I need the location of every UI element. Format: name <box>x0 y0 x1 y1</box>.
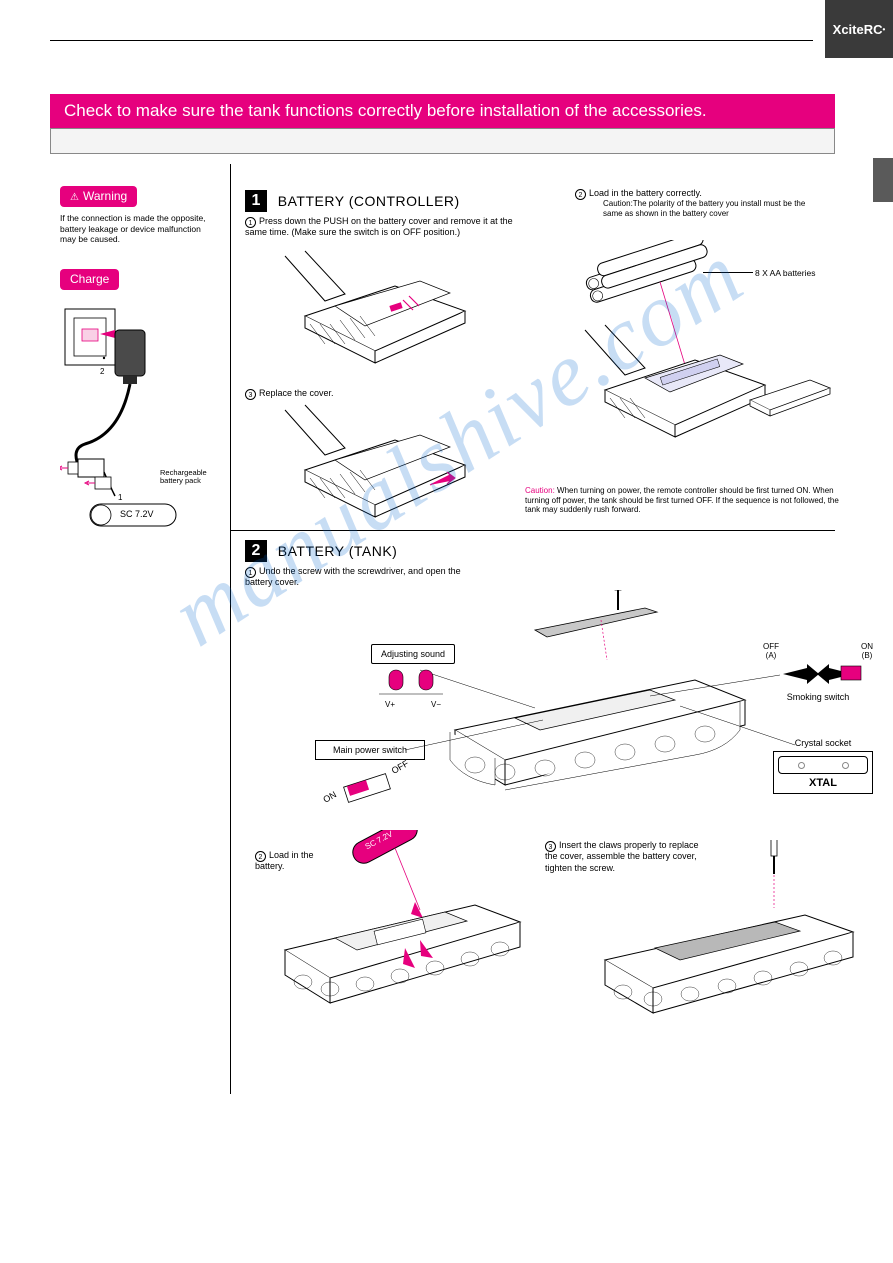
sec1-caution: Caution: When turning on power, the remo… <box>525 486 855 515</box>
content-area: ⚠ Warning If the connection is made the o… <box>50 164 835 1094</box>
smoke-on-sub: (B) <box>861 651 873 660</box>
sub-banner <box>50 128 835 154</box>
sec2-num: 2 <box>245 540 267 562</box>
main-switch-label: Main power switch <box>315 740 425 760</box>
smoke-switch: OFF (A) ON (B) Smoking switch <box>763 642 873 702</box>
sec1-num: 1 <box>245 190 267 212</box>
controller-dwg-2: 8 X AA batteries <box>555 240 855 490</box>
controller-dwg-3 <box>265 400 485 530</box>
vplus: V+ <box>385 700 395 709</box>
crystal-box: Crystal socket XTAL <box>773 738 873 794</box>
sec2-step1: 1Undo the screw with the screwdriver, an… <box>245 566 485 589</box>
column-rule <box>230 164 231 1094</box>
step2-num: 2 <box>575 189 586 200</box>
side-tab <box>873 158 893 202</box>
vminus: V− <box>431 700 441 709</box>
warning-label: Warning <box>83 189 127 203</box>
s2-step1-num: 1 <box>245 567 256 578</box>
sec1-step2: 2Load in the battery correctly. Caution:… <box>575 188 825 219</box>
step3-text: Replace the cover. <box>259 388 334 398</box>
sec2-title: BATTERY (TANK) <box>278 543 398 559</box>
warning-text: If the connection is made the opposite, … <box>60 213 215 245</box>
charge-diagram: 2 1 Rechargeable battery pack <box>60 304 210 534</box>
step2-caution: Caution:The polarity of the battery you … <box>575 199 825 219</box>
adj-sound-label: Adjusting sound <box>371 644 455 664</box>
tank-dwg-2: SC 7.2V <box>265 830 545 1050</box>
section-1: 1 BATTERY (CONTROLLER) 1Press down the P… <box>245 190 845 239</box>
step1-text: Press down the PUSH on the battery cover… <box>245 216 513 237</box>
step1-num: 1 <box>245 217 256 228</box>
batteries-label: 8 X AA batteries <box>755 268 815 278</box>
svg-text:2: 2 <box>100 367 105 376</box>
smoke-off: OFF <box>763 642 779 651</box>
charge-svg: 2 1 <box>60 304 210 534</box>
s2-step3-num: 3 <box>545 841 556 852</box>
tank-dwg-3 <box>575 840 875 1060</box>
crystal-label: Crystal socket <box>773 738 873 748</box>
step3-num: 3 <box>245 389 256 400</box>
main-switch-box: Main power switch ON OFF <box>315 740 425 812</box>
tank-main-dwg: Adjusting sound V+ V− Main power switch <box>305 590 865 840</box>
sec1-step3: 3Replace the cover. <box>245 388 334 399</box>
mid-rule <box>230 530 835 531</box>
pack-label: Rechargeable battery pack <box>160 469 212 486</box>
warning-badge: ⚠ Warning <box>60 186 137 207</box>
step2-text: Load in the battery correctly. <box>589 188 702 198</box>
brand-tab: XciteRC• <box>825 0 893 58</box>
sec1-title: BATTERY (CONTROLLER) <box>278 193 460 209</box>
sec1-step1: 1Press down the PUSH on the battery cove… <box>245 216 525 239</box>
adj-sound-box: Adjusting sound V+ V− <box>371 644 455 709</box>
caution-text: When turning on power, the remote contro… <box>525 486 839 514</box>
charge-badge-wrap: Charge <box>60 269 215 290</box>
smoke-off-sub: (A) <box>763 651 779 660</box>
controller-dwg-1 <box>265 246 485 376</box>
main-banner: Check to make sure the tank functions co… <box>50 94 835 128</box>
warning-icon: ⚠ <box>70 192 79 203</box>
section-2: 2 BATTERY (TANK) 1Undo the screw with th… <box>245 540 845 589</box>
left-column: ⚠ Warning If the connection is made the o… <box>60 186 215 534</box>
brand-text: XciteRC <box>833 22 883 37</box>
xtal: XTAL <box>778 777 868 789</box>
smoke-on: ON <box>861 642 873 651</box>
banner-text: Check to make sure the tank functions co… <box>64 101 707 120</box>
charge-badge: Charge <box>60 269 119 290</box>
pack-voltage: SC 7.2V <box>120 509 154 519</box>
s2-step1-text: Undo the screw with the screwdriver, and… <box>245 566 461 587</box>
top-rule <box>50 40 813 41</box>
smoking-label: Smoking switch <box>763 692 873 702</box>
caution-label: Caution: <box>525 486 555 495</box>
svg-text:1: 1 <box>118 493 123 502</box>
